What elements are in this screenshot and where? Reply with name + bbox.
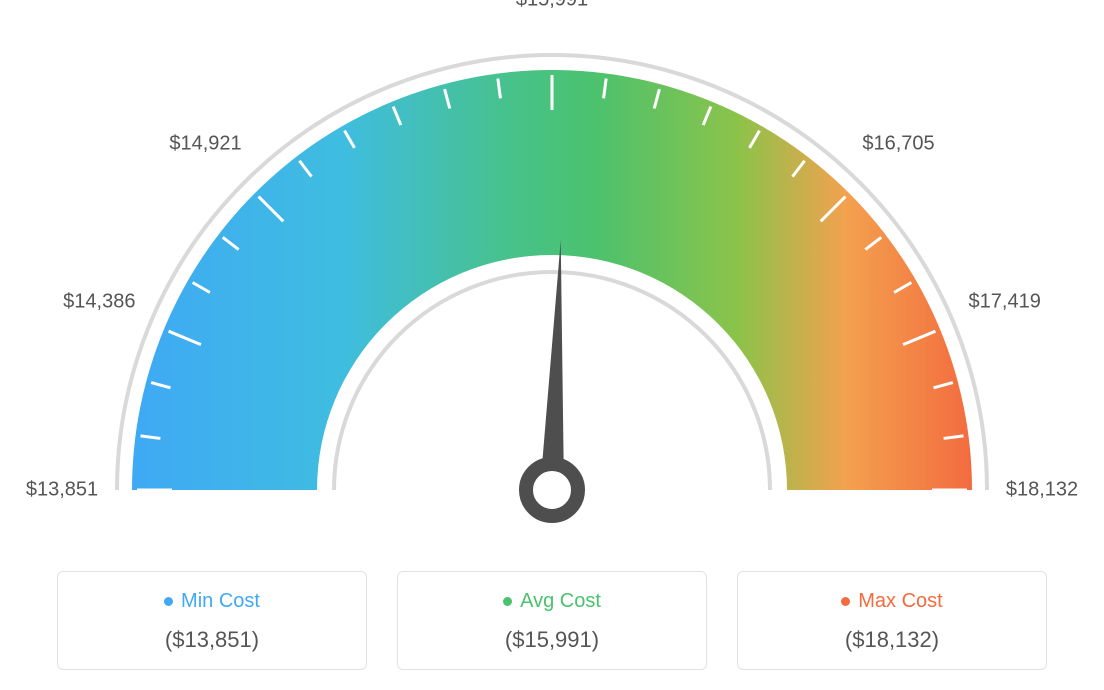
legend-label-min: Min Cost [164, 590, 260, 613]
legend-dot-min [164, 597, 173, 606]
gauge-tick-label: $14,386 [63, 291, 135, 314]
legend-card-max: Max Cost ($18,132) [737, 571, 1047, 670]
cost-gauge-chart: $13,851 $14,386 $14,921 $15,991 $16,705 $17,4… [0, 0, 1104, 690]
legend-label-avg: Avg Cost [503, 590, 601, 613]
legend-text-min: Min Cost [181, 590, 260, 613]
gauge-tick-label: $15,991 [516, 0, 588, 12]
legend-dot-max [841, 597, 850, 606]
legend-text-avg: Avg Cost [520, 590, 601, 613]
legend-card-avg: Avg Cost ($15,991) [397, 571, 707, 670]
legend-value-max: ($18,132) [738, 627, 1046, 653]
legend-dot-avg [503, 597, 512, 606]
gauge-tick-label: $14,921 [169, 132, 241, 155]
legend-value-avg: ($15,991) [398, 627, 706, 653]
legend-row: Min Cost ($13,851) Avg Cost ($15,991) Ma… [0, 571, 1104, 670]
legend-value-min: ($13,851) [58, 627, 366, 653]
gauge-tick-label: $18,132 [1006, 479, 1078, 502]
legend-card-min: Min Cost ($13,851) [57, 571, 367, 670]
legend-label-max: Max Cost [841, 590, 942, 613]
gauge-area: $13,851 $14,386 $14,921 $15,991 $16,705 $17,4… [0, 0, 1104, 540]
legend-text-max: Max Cost [858, 590, 942, 613]
gauge-tick-label: $17,419 [969, 291, 1041, 314]
gauge-tick-label: $13,851 [26, 479, 98, 502]
gauge-svg [0, 0, 1104, 540]
gauge-tick-label: $16,705 [862, 132, 934, 155]
